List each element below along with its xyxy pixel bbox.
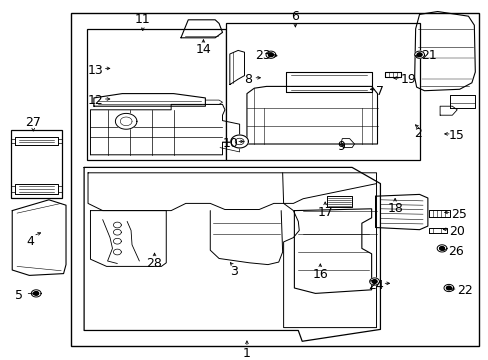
Text: 5: 5	[15, 289, 22, 302]
Text: 21: 21	[421, 49, 436, 62]
Text: 24: 24	[367, 279, 383, 292]
Text: 1: 1	[243, 347, 250, 360]
Text: 8: 8	[244, 73, 252, 86]
Text: 6: 6	[291, 10, 299, 23]
Polygon shape	[235, 138, 244, 145]
Text: 3: 3	[229, 265, 237, 278]
Polygon shape	[230, 135, 248, 148]
Text: 9: 9	[337, 140, 345, 153]
Text: 18: 18	[386, 202, 402, 215]
Text: 23: 23	[255, 49, 270, 62]
Polygon shape	[446, 286, 450, 290]
Bar	[11, 130, 62, 198]
Text: 15: 15	[447, 129, 463, 142]
Polygon shape	[369, 278, 379, 285]
Bar	[87, 29, 226, 160]
Text: 12: 12	[88, 94, 103, 107]
Text: 17: 17	[317, 206, 332, 219]
Polygon shape	[436, 245, 446, 252]
Polygon shape	[113, 229, 121, 235]
Polygon shape	[268, 53, 273, 57]
Bar	[226, 23, 419, 160]
Polygon shape	[120, 117, 132, 126]
Polygon shape	[34, 292, 39, 295]
Polygon shape	[371, 280, 376, 283]
Polygon shape	[31, 290, 41, 297]
Text: 7: 7	[376, 85, 384, 98]
Text: 28: 28	[146, 257, 162, 270]
Polygon shape	[439, 247, 444, 250]
Bar	[71, 13, 478, 346]
Polygon shape	[113, 238, 121, 244]
Text: 22: 22	[456, 284, 471, 297]
Text: 10: 10	[223, 137, 238, 150]
Text: 14: 14	[195, 43, 211, 56]
Polygon shape	[115, 113, 137, 129]
Text: 26: 26	[447, 245, 463, 258]
Polygon shape	[265, 51, 275, 58]
Polygon shape	[443, 284, 453, 292]
Polygon shape	[113, 222, 121, 228]
Text: 11: 11	[135, 13, 150, 26]
Polygon shape	[416, 53, 421, 57]
Text: 16: 16	[312, 268, 327, 281]
Polygon shape	[113, 249, 121, 255]
Polygon shape	[414, 51, 424, 58]
Text: 27: 27	[25, 116, 41, 129]
Text: 20: 20	[448, 225, 464, 238]
Text: 13: 13	[88, 64, 103, 77]
Text: 19: 19	[400, 73, 416, 86]
Text: 25: 25	[450, 208, 466, 221]
Text: 4: 4	[26, 235, 34, 248]
Text: 2: 2	[413, 127, 421, 140]
